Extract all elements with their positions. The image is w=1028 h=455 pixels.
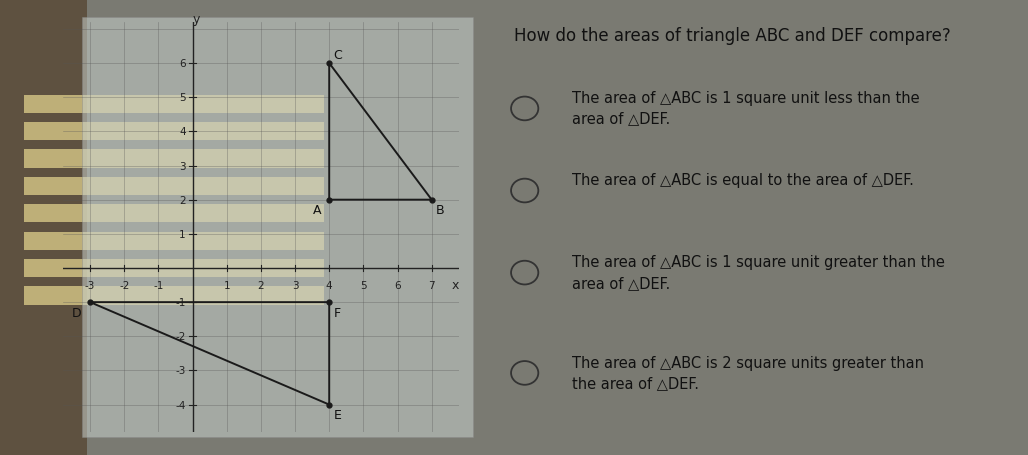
Text: The area of △ABC is 1 square unit less than the
area of △DEF.: The area of △ABC is 1 square unit less t… bbox=[572, 91, 919, 126]
Text: The area of △ABC is 1 square unit greater than the
area of △DEF.: The area of △ABC is 1 square unit greate… bbox=[572, 255, 945, 290]
Text: 6: 6 bbox=[179, 59, 186, 69]
Text: F: F bbox=[334, 306, 341, 319]
Text: x: x bbox=[452, 278, 460, 291]
Text: How do the areas of triangle ABC and DEF compare?: How do the areas of triangle ABC and DEF… bbox=[514, 27, 951, 45]
Text: -3: -3 bbox=[176, 366, 186, 376]
Text: D: D bbox=[72, 306, 81, 319]
Text: 5: 5 bbox=[360, 280, 367, 290]
Text: The area of △ABC is equal to the area of △DEF.: The area of △ABC is equal to the area of… bbox=[572, 173, 914, 188]
FancyBboxPatch shape bbox=[25, 259, 324, 278]
Text: 6: 6 bbox=[394, 280, 401, 290]
Text: A: A bbox=[313, 204, 322, 217]
FancyBboxPatch shape bbox=[25, 177, 324, 196]
FancyBboxPatch shape bbox=[25, 123, 324, 141]
Text: 7: 7 bbox=[429, 280, 435, 290]
Text: -2: -2 bbox=[176, 332, 186, 342]
FancyBboxPatch shape bbox=[25, 287, 324, 305]
Text: -1: -1 bbox=[176, 298, 186, 308]
Text: -3: -3 bbox=[85, 280, 96, 290]
Text: -1: -1 bbox=[153, 280, 163, 290]
FancyBboxPatch shape bbox=[25, 150, 324, 168]
Text: E: E bbox=[334, 409, 341, 421]
FancyBboxPatch shape bbox=[25, 96, 324, 114]
Text: B: B bbox=[436, 204, 444, 217]
Text: 3: 3 bbox=[179, 161, 186, 171]
Text: 5: 5 bbox=[179, 93, 186, 103]
Text: 2: 2 bbox=[179, 195, 186, 205]
FancyBboxPatch shape bbox=[0, 0, 87, 455]
Text: -4: -4 bbox=[176, 400, 186, 410]
Text: C: C bbox=[333, 49, 342, 62]
Text: 2: 2 bbox=[258, 280, 264, 290]
FancyBboxPatch shape bbox=[25, 205, 324, 223]
Text: y: y bbox=[193, 14, 200, 26]
Text: 3: 3 bbox=[292, 280, 298, 290]
Text: 4: 4 bbox=[326, 280, 332, 290]
Text: 1: 1 bbox=[223, 280, 230, 290]
Text: The area of △ABC is 2 square units greater than
the area of △DEF.: The area of △ABC is 2 square units great… bbox=[572, 355, 924, 390]
FancyBboxPatch shape bbox=[82, 18, 474, 437]
Text: -2: -2 bbox=[119, 280, 130, 290]
Text: 4: 4 bbox=[179, 127, 186, 137]
Text: 1: 1 bbox=[179, 229, 186, 239]
FancyBboxPatch shape bbox=[25, 232, 324, 250]
